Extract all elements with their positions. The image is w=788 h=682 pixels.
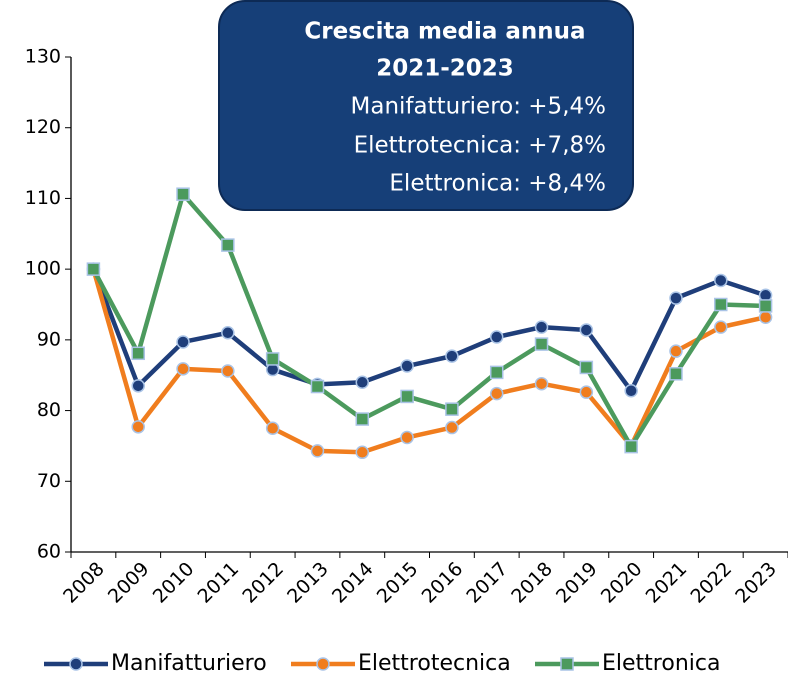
x-tick-label: 2015: [373, 558, 423, 608]
y-tick-label: 60: [37, 541, 61, 563]
data-point: [265, 352, 280, 366]
data-point: [579, 360, 594, 375]
data-point: [758, 310, 773, 324]
data-point: [445, 402, 459, 416]
data-point: [579, 323, 594, 337]
data-point: [310, 379, 325, 394]
data-point: [265, 421, 280, 435]
data-point: [310, 444, 325, 458]
x-tick-label: 2012: [238, 558, 288, 608]
legend-label: Manifatturiero: [111, 651, 267, 676]
data-point: [176, 335, 190, 349]
data-point: [624, 384, 638, 398]
legend-marker: [69, 657, 83, 671]
legend-label: Elettrotecnica: [358, 651, 511, 676]
legend-marker: [316, 657, 330, 671]
x-tick-label: 2010: [149, 558, 199, 608]
data-point: [355, 375, 370, 390]
y-tick-label: 70: [37, 470, 61, 492]
data-point: [534, 376, 549, 391]
series-line: [91, 268, 767, 455]
data-point: [669, 367, 683, 381]
data-point: [221, 326, 235, 340]
legend-marker: [560, 657, 574, 671]
annotation-line: Elettrotecnica: +7,8%: [354, 133, 606, 159]
x-tick-label: 2016: [418, 558, 468, 608]
data-point: [489, 330, 504, 344]
x-tick-label: 2014: [328, 558, 378, 608]
data-point: [400, 389, 414, 404]
annotation-line: Manifatturiero: +5,4%: [351, 94, 607, 120]
x-tick-label: 2023: [731, 558, 781, 608]
data-point: [400, 359, 414, 373]
series-line: [91, 268, 767, 394]
annotation-subtitle: 2021-2023: [376, 56, 514, 82]
series-line: [91, 191, 766, 449]
x-tick-label: 2009: [104, 558, 154, 608]
data-point: [489, 365, 504, 380]
y-tick-label: 80: [37, 399, 61, 421]
data-point: [714, 320, 728, 334]
x-tick-label: 2020: [597, 558, 647, 608]
data-point: [131, 346, 145, 361]
annotation-line: Elettronica: +8,4%: [389, 171, 606, 197]
data-point: [758, 299, 773, 313]
x-tick-label: 2022: [686, 558, 736, 608]
data-point: [624, 439, 638, 454]
x-tick-label: 2018: [507, 558, 557, 608]
data-point: [131, 379, 145, 393]
x-tick-label: 2019: [552, 558, 602, 608]
data-point: [534, 320, 549, 334]
data-point: [221, 238, 235, 252]
y-tick-label: 120: [25, 116, 61, 138]
data-point: [400, 430, 414, 445]
x-tick-label: 2013: [283, 558, 333, 608]
y-tick-label: 90: [37, 328, 61, 350]
data-point: [355, 445, 370, 460]
data-point: [669, 344, 683, 358]
y-tick-label: 130: [25, 46, 61, 68]
x-tick-label: 2017: [462, 558, 512, 608]
y-tick-label: 100: [25, 258, 61, 280]
data-point: [579, 385, 594, 399]
data-point: [176, 187, 190, 201]
annotation-title: Crescita media annua: [304, 19, 585, 45]
data-point: [534, 337, 549, 351]
data-point: [221, 364, 235, 378]
legend-label: Elettronica: [602, 651, 720, 676]
x-tick-label: 2011: [194, 558, 244, 608]
annotation-box: [218, 0, 634, 211]
data-point: [86, 262, 101, 276]
data-point: [445, 420, 459, 435]
data-point: [131, 420, 145, 434]
data-point: [355, 412, 370, 426]
x-tick-label: 2021: [642, 558, 692, 608]
data-point: [669, 291, 683, 305]
y-tick-label: 110: [25, 187, 61, 209]
x-tick-label: 2008: [59, 558, 109, 608]
data-point: [714, 273, 728, 288]
data-point: [714, 297, 728, 312]
data-point: [445, 349, 459, 363]
data-point: [176, 362, 190, 376]
data-point: [489, 386, 504, 401]
